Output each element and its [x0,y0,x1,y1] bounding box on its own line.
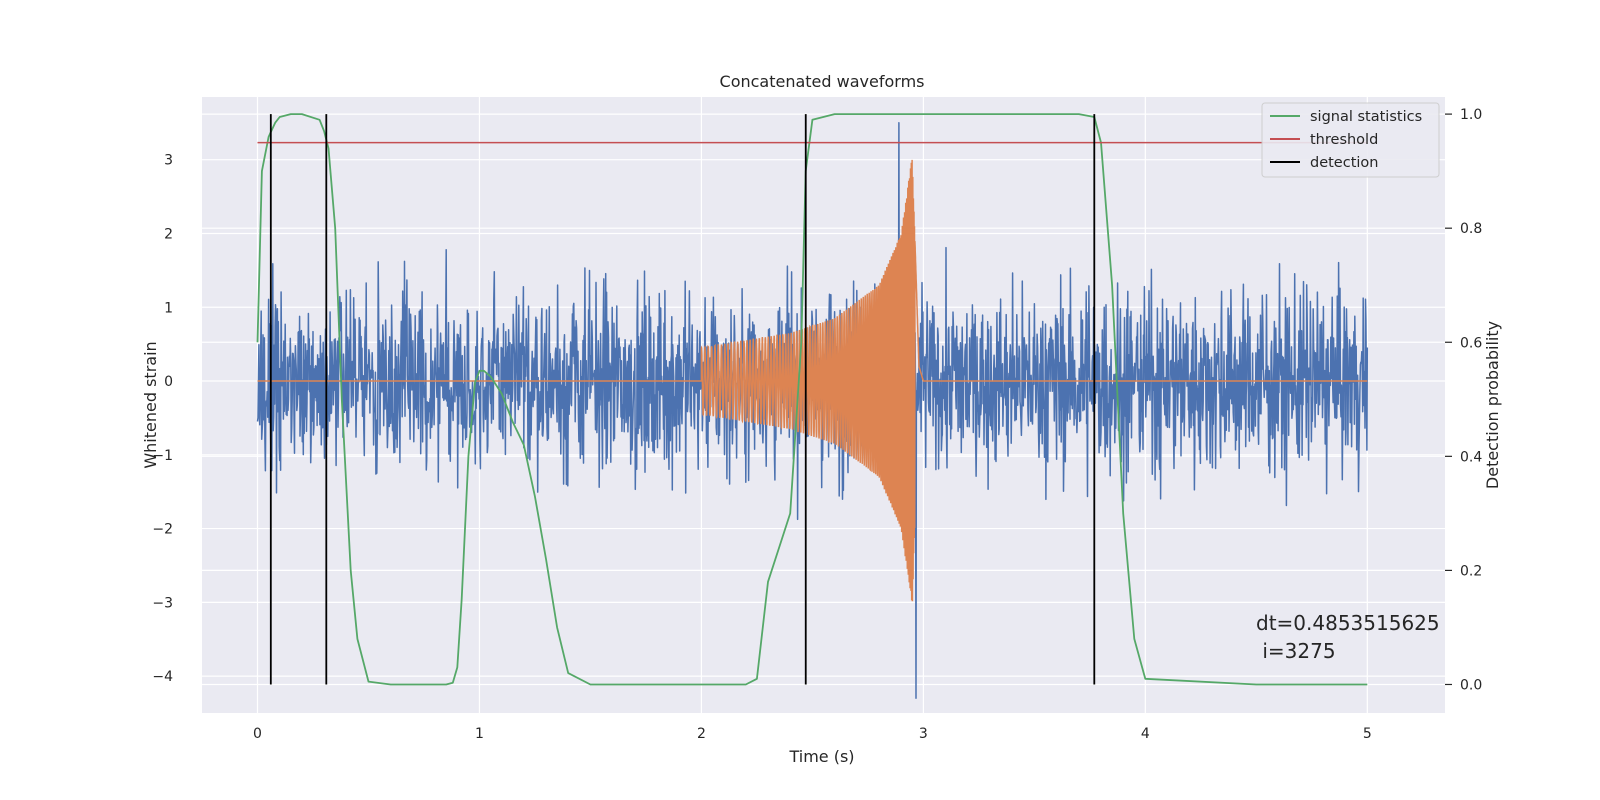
y2-axis-label: Detection probability [1483,321,1502,489]
chart-title: Concatenated waveforms [720,72,925,91]
annotation-dt: dt=0.4853515625 [1256,611,1440,635]
y2-tick-label-3: 0.6 [1460,335,1482,351]
y-tick-label-7: 3 [164,153,173,169]
y-axis-label: Whitened strain [141,341,160,468]
y2-tick-label-5: 1.0 [1460,107,1482,123]
axis-ticks: 0 1 2 3 4 5 −4 −3 −2 −1 0 1 2 3 0.0 0.2 0.4 0.6 0.8 1.0 [152,107,1482,742]
series-whitened-strain-noise [256,122,1369,699]
x-tick-label-2: 2 [697,726,706,742]
x-tick-label-0: 0 [253,726,262,742]
y2-tick-label-4: 0.8 [1460,221,1482,237]
legend-label-signal-statistics: signal statistics [1310,109,1422,125]
x-tick-label-4: 4 [1141,726,1150,742]
y-tick-label-3: −1 [152,448,173,464]
y-tick-label-2: −2 [152,522,173,538]
legend-box [1261,102,1440,178]
y2-tick-label-1: 0.2 [1460,563,1482,579]
y-tick-label-0: −4 [152,669,173,685]
y-tick-label-6: 2 [164,226,173,242]
y-tick-label-1: −3 [152,595,173,611]
detection-lines [269,114,1096,685]
series-layer [256,113,1369,699]
y-tick-label-4: 0 [164,374,173,390]
y-tick-label-5: 1 [164,300,173,316]
legend: signal statistics threshold detection [1261,102,1440,178]
x-axis-label: Time (s) [788,747,854,766]
annotation-index: i=3275 [1256,639,1336,663]
y2-tick-label-0: 0.0 [1460,677,1482,693]
x-tick-label-5: 5 [1363,726,1372,742]
x-tick-label-1: 1 [475,726,484,742]
legend-label-threshold: threshold [1310,132,1378,148]
y2-tick-label-2: 0.4 [1460,449,1482,465]
series-signal-statistics [256,113,1368,686]
series-injected-chirp [257,159,1368,602]
legend-label-detection: detection [1310,155,1378,171]
x-tick-label-3: 3 [919,726,928,742]
